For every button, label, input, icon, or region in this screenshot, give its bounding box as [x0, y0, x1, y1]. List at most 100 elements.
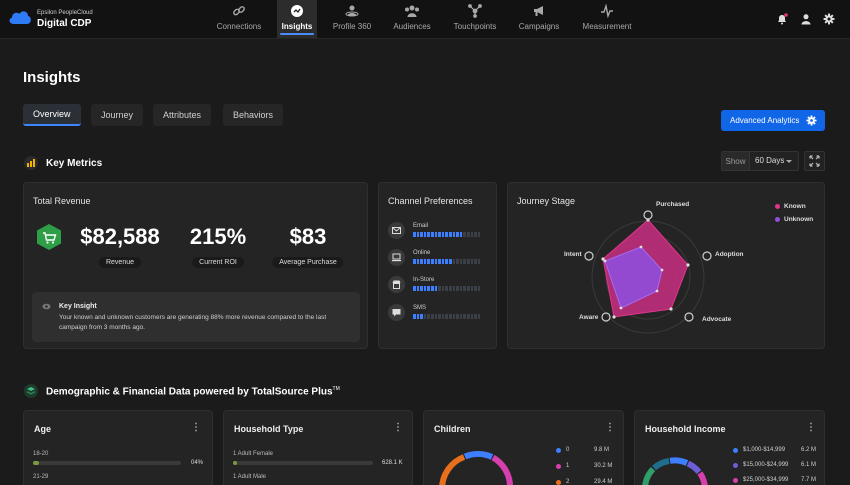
settings-gear-icon[interactable] [823, 13, 835, 25]
radar-axis-label: Advocate [702, 316, 732, 323]
radar-series-unknown [604, 246, 663, 309]
legend-dot [733, 448, 738, 453]
level-segment [416, 232, 420, 237]
more-options-icon[interactable]: ⋮ [393, 422, 403, 433]
nav-label: Insights [281, 22, 313, 31]
level-segment [448, 314, 452, 319]
advanced-analytics-button[interactable]: Advanced Analytics [721, 110, 825, 131]
level-segment [413, 286, 416, 291]
children-donut-chart [439, 450, 513, 485]
date-range-select[interactable]: Show 60 Days [721, 151, 799, 171]
legend-dot [556, 448, 561, 453]
level-segment [420, 259, 423, 264]
tab-overview[interactable]: Overview [23, 104, 81, 126]
level-segment [430, 259, 434, 264]
level-segment [423, 286, 427, 291]
level-segment [441, 232, 445, 237]
insight-text: Your known and unknown customers are gen… [59, 314, 327, 331]
tab-attributes[interactable]: Attributes [153, 104, 212, 126]
expand-button[interactable] [804, 151, 825, 171]
level-segment [456, 232, 459, 237]
age-card: Age ⋮ 18-20 04% 21-29 [23, 410, 213, 485]
nav-connections[interactable]: Connections [210, 0, 268, 38]
brand-name[interactable]: Digital CDP [37, 18, 92, 29]
channel-label: SMS [413, 305, 427, 311]
bar-value: 628.1 K [382, 460, 403, 466]
nav-measurement[interactable]: Measurement [578, 0, 636, 38]
tab-journey[interactable]: Journey [91, 104, 144, 126]
channel-level-bar [413, 314, 481, 319]
level-segment [463, 286, 466, 291]
nav-profile-360[interactable]: Profile 360 [327, 0, 377, 38]
expand-arrows-icon [809, 155, 820, 167]
level-segment [427, 314, 430, 319]
nav-touchpoints[interactable]: Touchpoints [448, 0, 502, 38]
bar-track [233, 461, 373, 465]
level-segment [438, 232, 441, 237]
household-type-card: Household Type ⋮ 1 Adult Female 628.1 K … [223, 410, 413, 485]
radar-point [686, 263, 690, 267]
channel-level-bar [413, 259, 481, 264]
nav-audiences[interactable]: Audiences [388, 0, 436, 38]
bar-label: 21-29 [33, 474, 49, 480]
level-segment [430, 314, 434, 319]
nav-campaigns[interactable]: Campaigns [514, 0, 564, 38]
legend-unknown: Unknown [775, 216, 813, 223]
level-segment [459, 314, 463, 319]
household-income-card: Household Income ⋮ $1,000-$14,999 6.2 M $… [634, 410, 825, 485]
level-segment [477, 259, 481, 264]
level-segment [456, 286, 459, 291]
legend-value: 30.2 M [594, 463, 613, 469]
legend-dot [556, 480, 561, 485]
nav-label: Touchpoints [453, 22, 497, 31]
radar-point [619, 306, 623, 310]
level-segment [466, 259, 470, 264]
level-segment [438, 259, 441, 264]
radar-point [660, 268, 664, 272]
level-segment [434, 314, 438, 319]
level-segment [452, 232, 456, 237]
card-title: Household Type [234, 424, 304, 434]
average-purchase-label: Average Purchase [272, 257, 344, 268]
level-segment [427, 259, 430, 264]
audiences-icon [405, 5, 419, 17]
notification-bell-icon[interactable] [776, 13, 788, 25]
page-title: Insights [23, 69, 81, 86]
radar-point [601, 257, 605, 261]
advanced-analytics-label: Advanced Analytics [730, 116, 800, 125]
top-navigation-bar: Epsilon PeopleCloud Digital CDP Connecti… [0, 0, 850, 39]
level-segment [441, 259, 445, 264]
level-segment [463, 259, 466, 264]
level-segment [463, 314, 466, 319]
legend-value: 6.2 M [801, 447, 817, 453]
level-segment [438, 286, 441, 291]
nav-insights[interactable]: Insights [277, 0, 317, 38]
more-options-icon[interactable]: ⋮ [806, 422, 816, 433]
legend-known: Known [775, 203, 806, 210]
journey-stage-card: Journey Stage Known Unknown Purchased Ad… [507, 182, 825, 349]
link-icon [233, 6, 245, 16]
trademark: TM [332, 386, 340, 392]
level-segment [466, 286, 470, 291]
more-options-icon[interactable]: ⋮ [191, 422, 201, 433]
level-segment [459, 232, 463, 237]
level-segment [474, 286, 477, 291]
layers-icon [24, 384, 38, 398]
level-segment [474, 314, 477, 319]
eye-icon [42, 303, 51, 310]
user-profile-icon[interactable] [800, 13, 812, 25]
level-segment [420, 232, 423, 237]
level-segment [430, 232, 434, 237]
profile-icon [345, 5, 359, 17]
level-segment [416, 286, 420, 291]
legend-value: 9.8 M [594, 447, 610, 453]
level-segment [477, 314, 481, 319]
tab-behaviors[interactable]: Behaviors [223, 104, 284, 126]
channel-label: In-Store [413, 277, 435, 283]
radar-axis-marker [684, 312, 694, 322]
level-segment [477, 232, 481, 237]
more-options-icon[interactable]: ⋮ [605, 422, 615, 433]
legend-value: 7.7 M [801, 477, 817, 483]
radar-point [639, 245, 643, 249]
chevron-down-icon [786, 160, 792, 163]
